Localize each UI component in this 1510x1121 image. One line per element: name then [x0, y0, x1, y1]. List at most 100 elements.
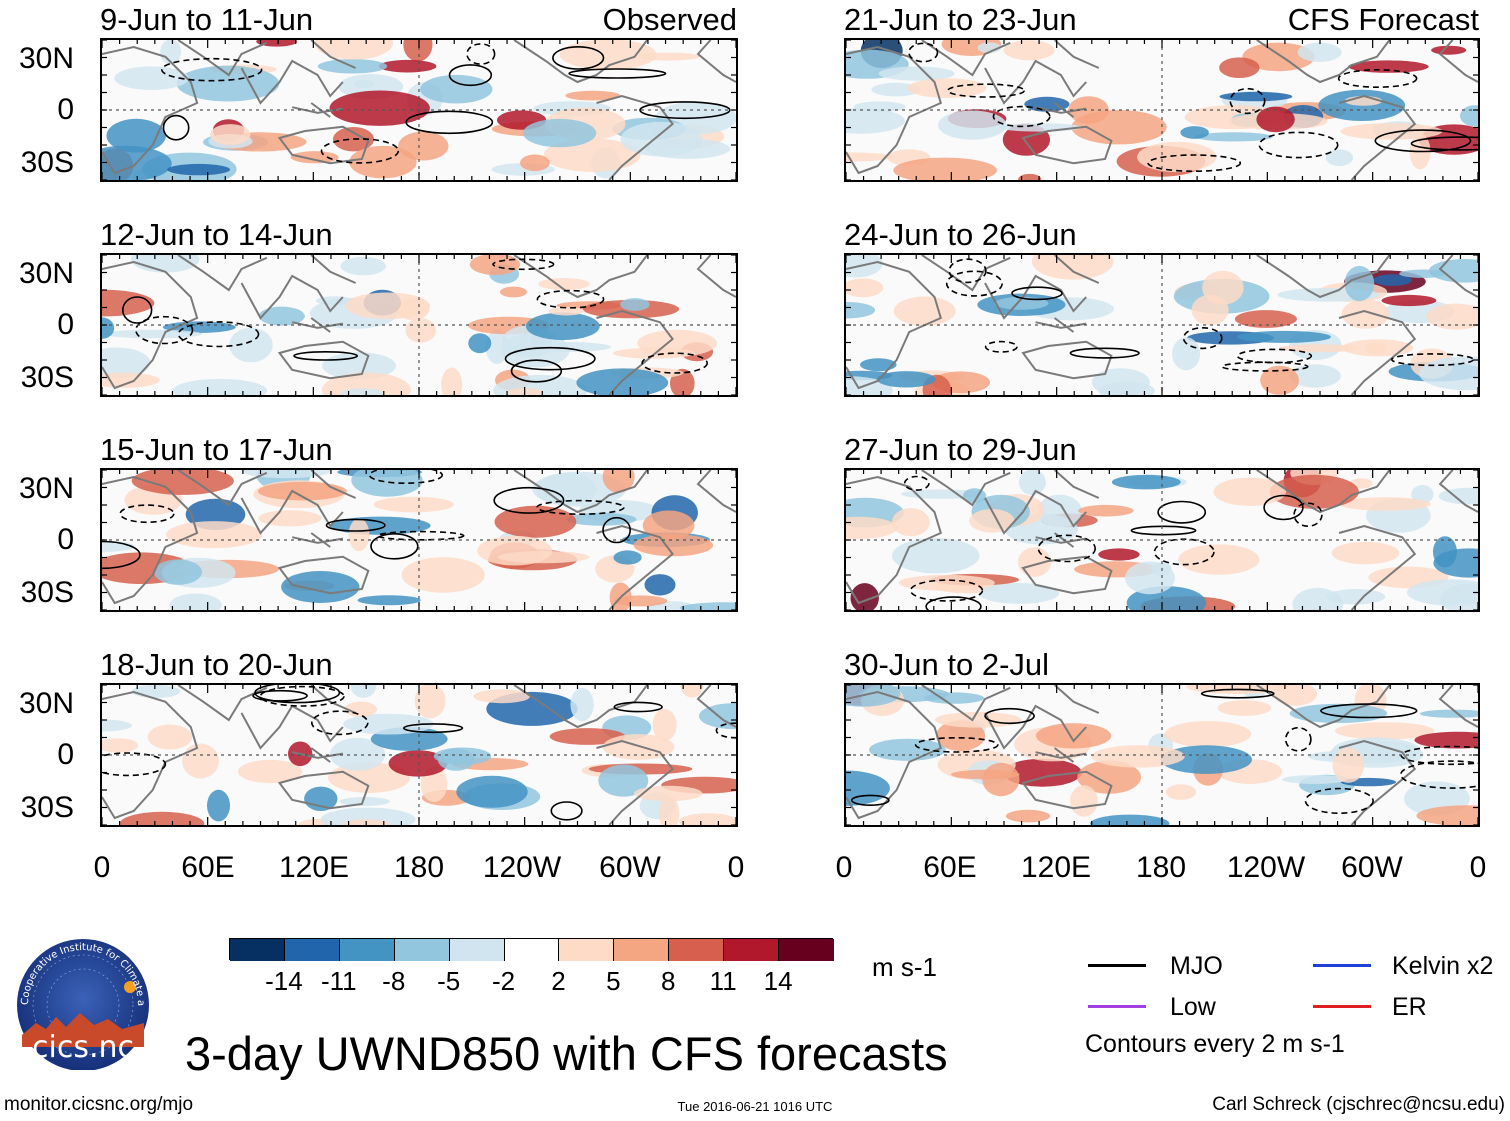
- anomaly-blob: [521, 342, 612, 352]
- mjo-contour: [1130, 525, 1197, 536]
- anomaly-blob: [147, 724, 193, 750]
- anomaly-blob: [340, 256, 386, 276]
- anomaly-blob: [281, 571, 360, 603]
- lon-label-180: 180: [1135, 851, 1187, 884]
- map-panel-observed-4: [100, 683, 738, 827]
- lat-label-30s: 30S: [20, 576, 74, 609]
- colorbar-swatch: [614, 939, 670, 961]
- anomaly-blob: [846, 278, 884, 298]
- map-field: [846, 685, 1478, 825]
- anomaly-blob: [846, 770, 890, 806]
- mjo-contour: [504, 346, 596, 371]
- anomaly-blob: [620, 121, 703, 157]
- mjo-contour: [1263, 494, 1304, 521]
- anomaly-blob: [846, 685, 901, 707]
- colorbar-swatch: [504, 939, 560, 961]
- anomaly-blob: [678, 813, 736, 825]
- anomaly-blob: [456, 775, 528, 808]
- anomaly-blob: [1137, 141, 1217, 173]
- anomaly-blob: [130, 255, 200, 273]
- mjo-contour: [405, 110, 494, 135]
- anomaly-blob: [637, 329, 717, 357]
- anomaly-blob: [520, 154, 550, 172]
- anomaly-blob: [1419, 709, 1478, 718]
- coastline: [1021, 340, 1113, 380]
- anomaly-blob: [679, 602, 736, 610]
- panel-date-left-3: 15-Jun to 17-Jun: [100, 432, 333, 467]
- anomaly-blob: [1373, 274, 1412, 286]
- coastline: [1021, 125, 1113, 165]
- anomaly-blob: [642, 510, 695, 541]
- mjo-contour: [135, 315, 194, 345]
- anomaly-blob: [937, 110, 1007, 140]
- mjo-contour: [903, 475, 930, 491]
- anomaly-blob: [500, 286, 527, 298]
- anomaly-blob: [644, 574, 676, 596]
- coastline: [921, 255, 1011, 292]
- coastline: [984, 59, 1087, 105]
- anomaly-blob: [258, 510, 322, 527]
- anomaly-blob: [106, 118, 166, 153]
- mjo-contour: [1037, 534, 1097, 563]
- mjo-contour: [466, 43, 496, 65]
- anomaly-blob: [1282, 775, 1347, 784]
- coastline: [1438, 470, 1478, 513]
- mjo-contour: [909, 579, 984, 602]
- anomaly-blob: [680, 685, 704, 698]
- anomaly-blob: [1237, 330, 1331, 343]
- anomaly-blob: [1279, 344, 1360, 353]
- map-field: [846, 40, 1478, 180]
- anomaly-blob: [1219, 91, 1293, 102]
- page-title: 3-day UWND850 with CFS forecasts: [185, 1027, 948, 1080]
- coastline: [984, 274, 1087, 320]
- anomaly-blob: [1005, 809, 1051, 823]
- coastline: [1053, 685, 1100, 714]
- observed-label: Observed: [602, 2, 737, 37]
- colorbar-tick-label: 2: [551, 966, 566, 996]
- anomaly-blob: [846, 302, 876, 319]
- anomaly-blob: [1256, 106, 1295, 133]
- anomaly-blob: [468, 333, 492, 354]
- coastline: [596, 309, 674, 395]
- map-panel-forecast-3: [844, 468, 1480, 612]
- anomaly-blob: [1172, 337, 1201, 371]
- legend-contour-note: Contours every 2 m s-1: [1085, 1030, 1345, 1058]
- anomaly-blob: [1003, 40, 1055, 61]
- mjo-contour: [1293, 502, 1323, 528]
- mjo-contour: [1229, 87, 1266, 115]
- map-field: [102, 255, 736, 395]
- lat-label-eq: 0: [57, 93, 74, 126]
- lon-label-60w: 60W: [1341, 851, 1403, 884]
- map-field: [102, 470, 736, 610]
- legend-er-line: [1313, 1005, 1371, 1008]
- colorbar-tick-label: -14: [265, 966, 303, 996]
- map-field: [846, 255, 1478, 395]
- coastline: [1338, 94, 1417, 180]
- anomaly-blob: [340, 388, 384, 395]
- anomaly-blob: [1111, 474, 1181, 490]
- anomaly-blob: [1213, 477, 1286, 506]
- anomaly-blob: [104, 329, 203, 339]
- forecast-label: CFS Forecast: [1287, 2, 1479, 37]
- anomaly-blob: [891, 538, 980, 574]
- map-panel-forecast-4: [844, 683, 1480, 827]
- coastline: [310, 470, 357, 499]
- coastline: [513, 255, 648, 299]
- lat-label-30n: 30N: [18, 472, 74, 505]
- anomaly-blob: [258, 481, 347, 501]
- coastline: [1438, 255, 1478, 298]
- anomaly-blob: [1460, 105, 1478, 127]
- anomaly-blob: [565, 90, 621, 101]
- anomaly-blob: [494, 505, 577, 538]
- anomaly-blob: [433, 747, 492, 765]
- anomaly-blob: [1411, 485, 1434, 504]
- footer-author: Carl Schreck (cjschrec@ncsu.edu): [1212, 1094, 1505, 1115]
- anomaly-blob: [1325, 149, 1354, 166]
- colorbar-swatch: [779, 939, 834, 961]
- coastline: [177, 40, 268, 77]
- anomaly-blob: [1234, 310, 1297, 328]
- anomaly-blob: [878, 66, 955, 81]
- coastline: [1053, 255, 1100, 284]
- mjo-contour: [550, 801, 583, 821]
- coastline: [277, 340, 370, 380]
